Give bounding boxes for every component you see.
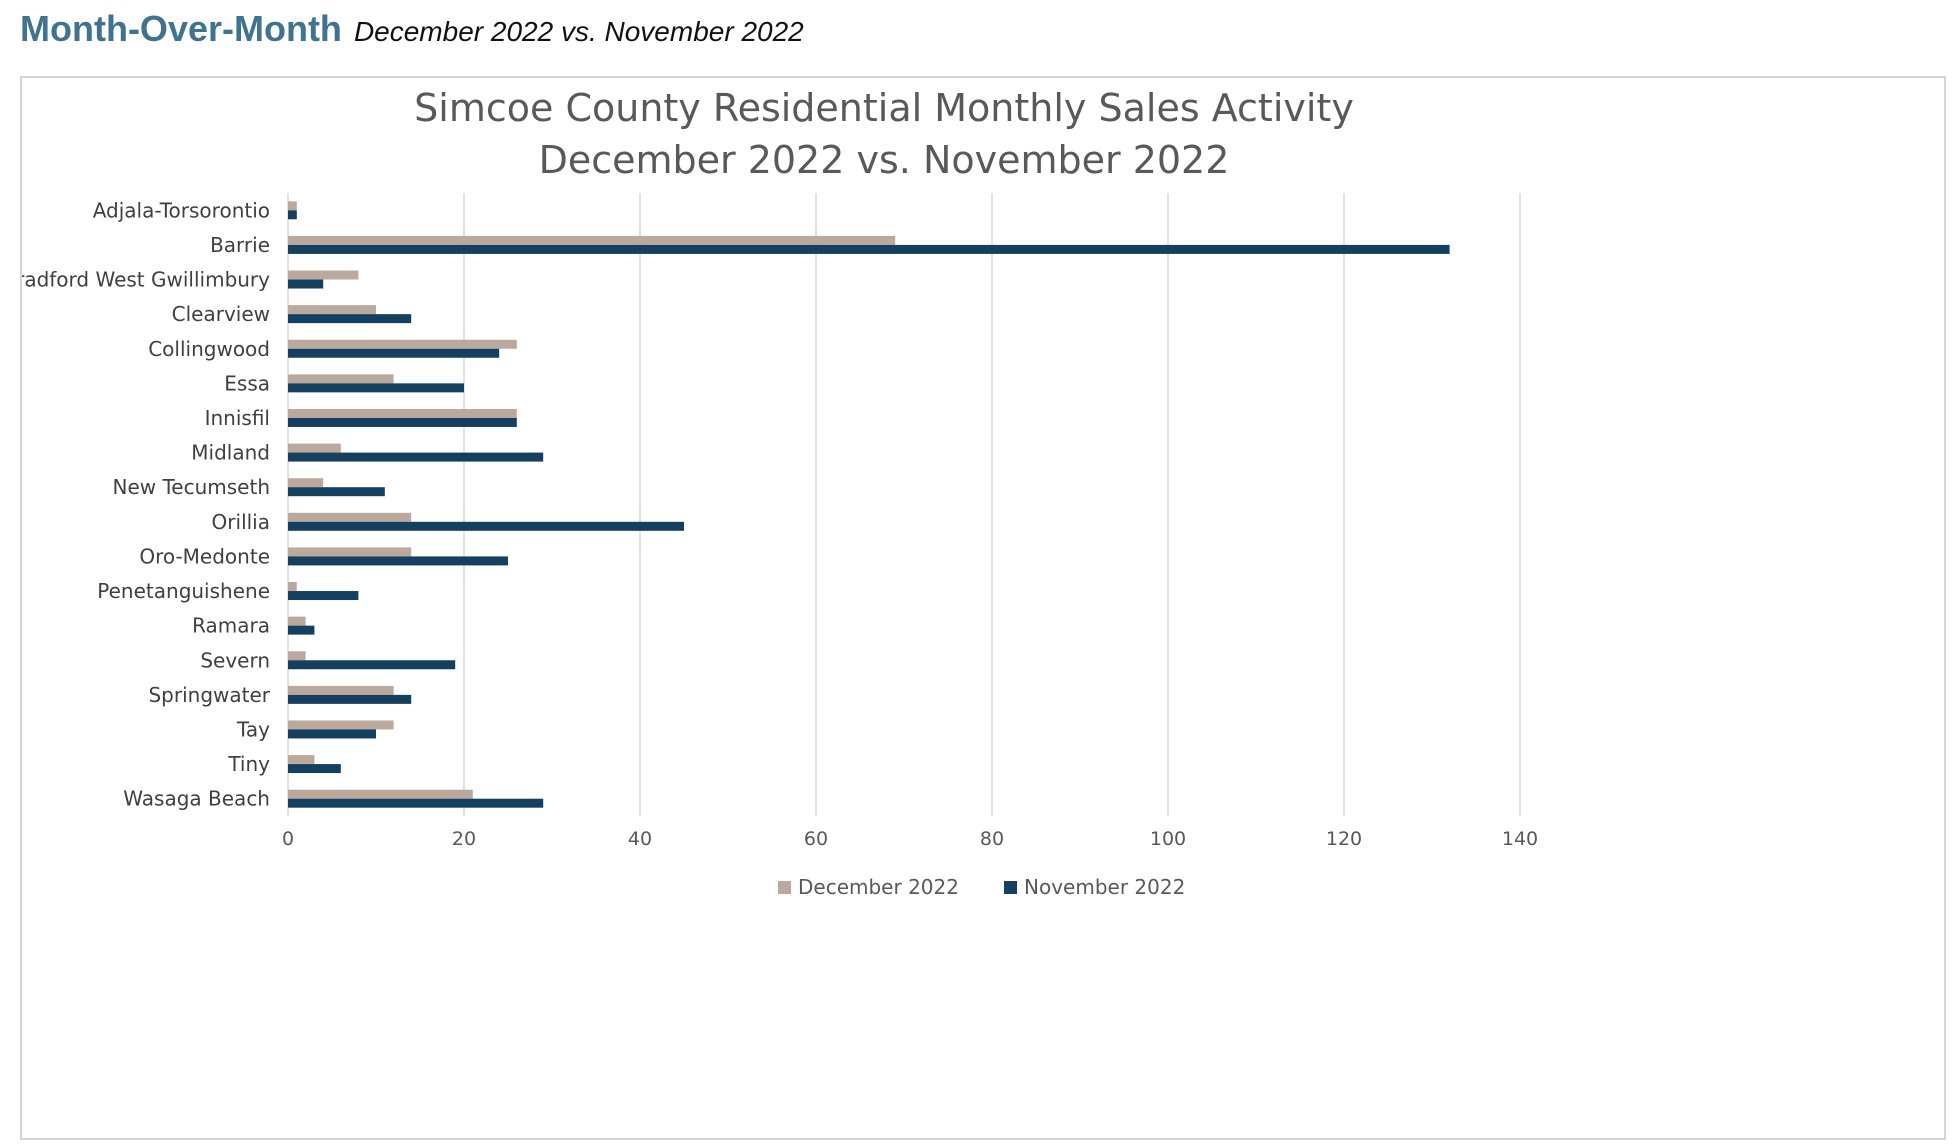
bar-november [288,417,517,427]
bar-november [288,348,500,358]
legend-swatch [1004,881,1017,894]
gridlines [287,193,1521,816]
x-tick-label: 60 [804,828,828,850]
category-label: Severn [200,648,270,672]
bar-december [288,512,412,522]
x-tick-label: 120 [1326,828,1362,850]
bar-december [288,651,306,661]
legend: December 2022 November 2022 [778,875,1185,899]
category-label: Ramara [192,614,270,638]
bar-november [288,244,1450,254]
bar-november [288,764,341,774]
page-heading: Month-Over-Month December 2022 vs. Novem… [20,8,804,56]
legend-label: December 2022 [798,875,959,899]
bar-december [288,685,394,695]
bar-november [288,452,544,462]
heading-subtitle: December 2022 vs. November 2022 [353,16,804,47]
bar-december [288,478,324,488]
bar-november [288,383,464,393]
x-tick-label: 0 [282,828,294,850]
bar-december [288,789,473,799]
category-label: Adjala-Torsorontio [93,198,270,222]
bar-december [288,443,341,453]
bar-december [288,374,394,384]
category-label: Orillia [212,510,270,534]
category-label: Penetanguishene [97,579,270,603]
legend-item-november: November 2022 [1004,875,1185,899]
category-label: Collingwood [148,337,270,361]
bars [288,201,1450,808]
bar-december [288,582,297,592]
bar-november [288,729,376,739]
x-tick-label: 140 [1502,828,1538,850]
chart-container: Simcoe County Residential Monthly Sales … [2,76,1946,1140]
category-label: Innisfil [205,406,270,430]
category-label: Tay [236,717,270,741]
x-tick-label: 40 [628,828,652,850]
category-label: Barrie [210,233,270,257]
bar-december [288,339,517,349]
legend-swatch [778,881,791,894]
category-label: Bradford West Gwillimbury [22,268,270,292]
legend-item-december: December 2022 [778,875,959,899]
bar-december [288,720,394,730]
category-label: Midland [191,441,270,465]
category-label: Essa [224,371,270,395]
bar-november [288,210,297,220]
category-label: Tiny [227,752,270,776]
bar-december [288,270,359,280]
bar-november [288,798,544,808]
category-labels: Adjala-Torsorontio Barrie Bradford West Gw… [2,198,271,811]
bar-november [288,521,684,531]
chart-title: Simcoe County Residential Monthly Sales … [414,86,1354,130]
bar-november [288,625,315,635]
bar-december [288,408,517,418]
chart-subtitle: December 2022 vs. November 2022 [539,138,1230,182]
bar-november [288,556,508,566]
bar-november [288,591,359,601]
x-tick-labels: 0 20 40 60 80 100 120 140 [282,828,1538,850]
x-tick-label: 100 [1150,828,1186,850]
bar-december [288,201,297,211]
category-label: Clearview [172,302,270,326]
bar-chart: Simcoe County Residential Monthly Sales … [2,86,1538,899]
bar-november [288,314,412,324]
bar-december [288,305,376,315]
bar-november [288,279,324,289]
category-label: Springwater [148,683,270,707]
bar-december [288,547,412,557]
legend-label: November 2022 [1024,875,1185,899]
bar-november [288,694,412,704]
bar-december [288,616,306,626]
category-label: Oro-Medonte [139,544,270,568]
heading-title: Month-Over-Month [20,8,342,49]
bar-november [288,660,456,670]
category-label: New Tecumseth [113,475,271,499]
x-tick-label: 80 [980,828,1004,850]
bar-november [288,487,385,497]
category-label: Wasaga Beach [123,787,270,811]
bar-december [288,235,896,245]
bar-december [288,755,315,765]
x-tick-label: 20 [452,828,476,850]
